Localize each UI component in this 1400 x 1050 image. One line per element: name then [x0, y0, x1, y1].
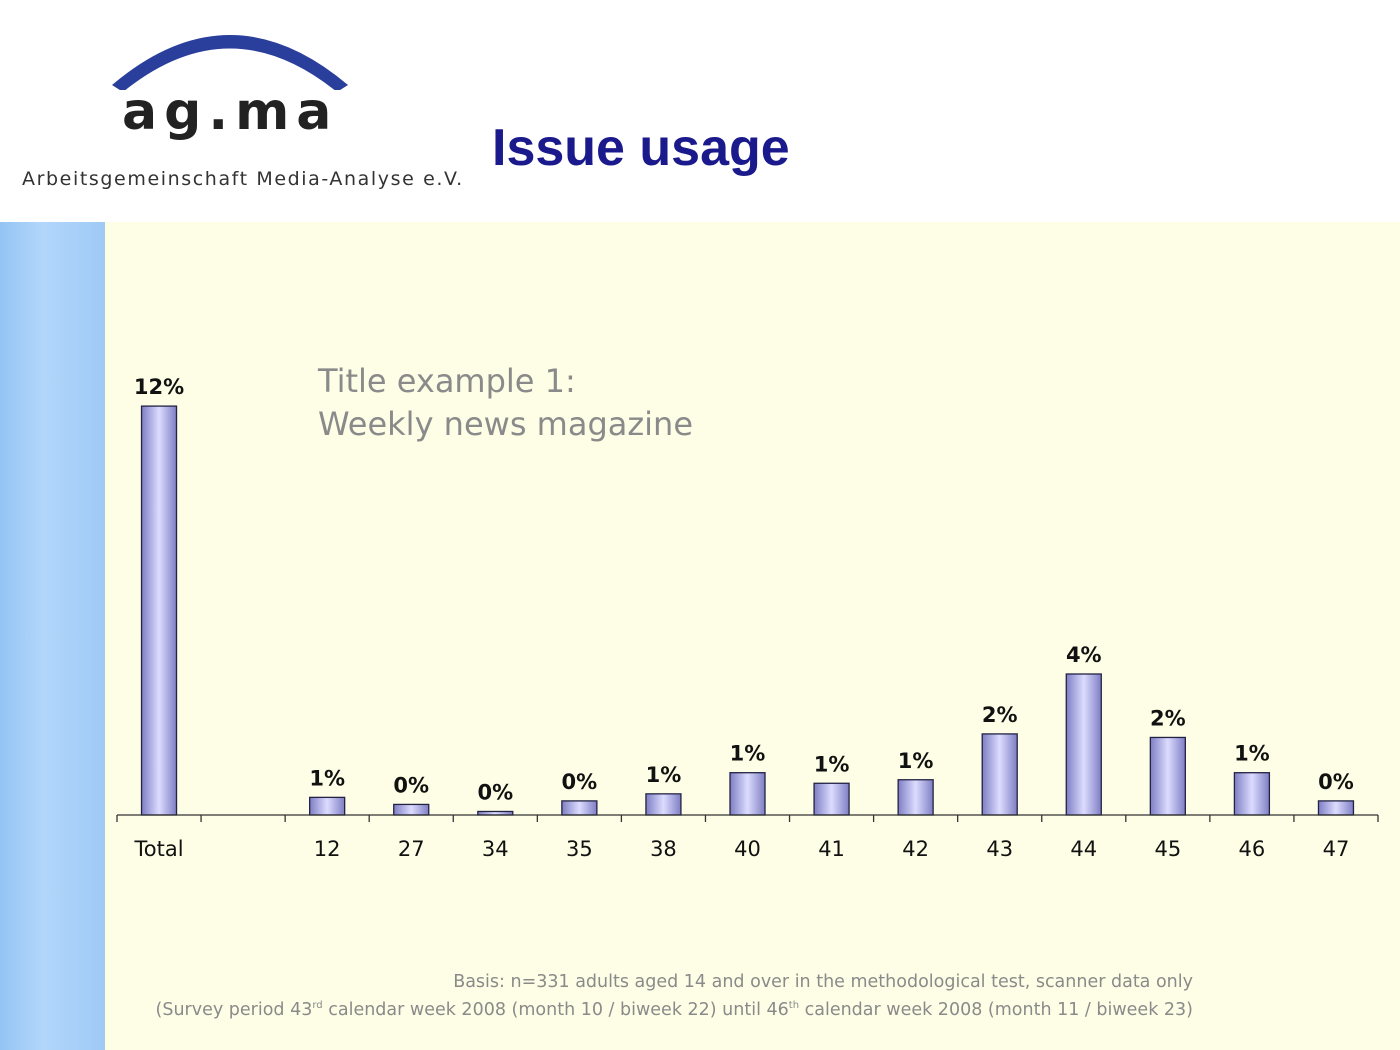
chart-note: Title example 1: Weekly news magazine — [318, 360, 693, 446]
bar — [1317, 800, 1355, 816]
bar — [140, 405, 178, 816]
data-label: 2% — [982, 703, 1018, 727]
bar — [1233, 772, 1271, 816]
x-tick-label: 47 — [1323, 837, 1350, 861]
data-label: 1% — [814, 752, 850, 776]
footnote-text-c: calendar week 2008 (month 11 / biweek 23… — [799, 999, 1193, 1020]
header: ag.ma Arbeitsgemeinschaft Media-Analyse … — [0, 0, 1400, 222]
chart-note-line1: Title example 1: — [318, 362, 576, 400]
x-tick-label: 44 — [1070, 837, 1097, 861]
data-label: 1% — [309, 766, 345, 790]
x-tick-label: 40 — [734, 837, 761, 861]
footnote-text-b: calendar week 2008 (month 10 / biweek 22… — [322, 999, 789, 1020]
data-label: 1% — [730, 742, 766, 766]
data-label: 1% — [646, 763, 682, 787]
data-label: 2% — [1150, 706, 1186, 730]
bar — [981, 733, 1018, 816]
data-label: 0% — [477, 780, 513, 804]
bar — [561, 800, 598, 816]
x-axis — [116, 814, 1379, 822]
footnote-text-a: (Survey period 43 — [155, 999, 313, 1020]
bar — [645, 793, 682, 816]
bars-group — [140, 405, 1355, 816]
bar — [813, 782, 850, 816]
x-tick-label: 41 — [818, 837, 845, 861]
x-tick-label: 34 — [482, 837, 509, 861]
bar — [309, 796, 346, 816]
sidebar-decoration — [0, 222, 105, 1050]
bar — [729, 772, 766, 816]
data-label: 0% — [562, 770, 598, 794]
data-label: 1% — [898, 749, 934, 773]
labels-group: 12% Total 1% 12 0% 27 0% 34 0% 35 1% 38 1% 40 1% 41 1% 42… — [134, 375, 1354, 861]
bar — [1149, 736, 1186, 816]
x-tick-label: 42 — [902, 837, 929, 861]
bar — [897, 779, 934, 816]
data-label: 0% — [1318, 770, 1354, 794]
data-label: 1% — [1234, 742, 1270, 766]
logo-arc-icon — [112, 35, 348, 90]
x-tick-label: 38 — [650, 837, 677, 861]
x-tick-label: Total — [134, 837, 184, 861]
x-tick-label: 46 — [1239, 837, 1266, 861]
footnote-line2: (Survey period 43rd calendar week 2008 (… — [156, 994, 1193, 1022]
x-tick-label: 43 — [986, 837, 1013, 861]
data-label: 12% — [134, 375, 184, 399]
x-tick-label: 45 — [1154, 837, 1181, 861]
logo-text: ag.ma — [122, 82, 339, 142]
bar — [1065, 673, 1102, 816]
x-tick-label: 12 — [314, 837, 341, 861]
footnote: Basis: n=331 adults aged 14 and over in … — [156, 970, 1193, 1022]
bar — [393, 803, 430, 816]
data-label: 4% — [1066, 643, 1102, 667]
footnote-line1: Basis: n=331 adults aged 14 and over in … — [453, 972, 1193, 992]
x-tick-label: 27 — [398, 837, 425, 861]
x-tick-label: 35 — [566, 837, 593, 861]
page-title: Issue usage — [492, 119, 790, 177]
content-area — [105, 222, 1400, 1050]
chart-note-line2: Weekly news magazine — [318, 405, 694, 443]
footnote-sup-2: th — [788, 1000, 800, 1011]
footnote-sup-1: rd — [312, 1000, 323, 1011]
logo-subtitle: Arbeitsgemeinschaft Media-Analyse e.V. — [22, 168, 464, 190]
data-label: 0% — [393, 773, 429, 797]
